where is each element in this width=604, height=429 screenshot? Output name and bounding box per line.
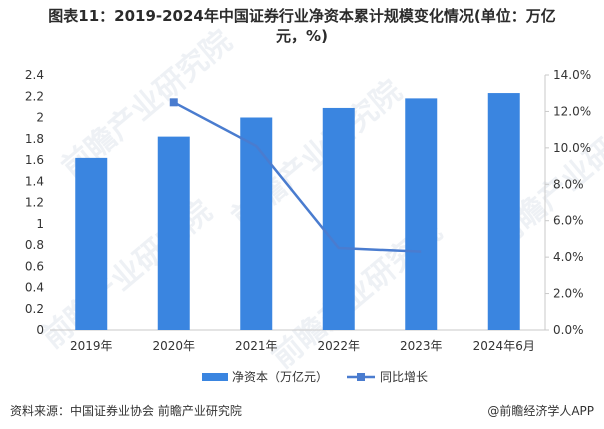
left-tick-label: 1.2 xyxy=(25,196,44,210)
title-line-1: 图表11：2019-2024年中国证券行业净资本累计规模变化情况(单位：万亿 xyxy=(48,7,556,25)
left-tick-label: 0.6 xyxy=(25,259,44,273)
x-tick-label: 2024年6月 xyxy=(473,339,535,353)
brand-text: @前瞻经济学人APP xyxy=(487,404,594,418)
left-tick-label: 0.2 xyxy=(25,302,44,316)
chart-title: 图表11：2019-2024年中国证券行业净资本累计规模变化情况(单位：万亿 元… xyxy=(0,6,604,46)
left-tick-label: 1.6 xyxy=(25,153,44,167)
bar xyxy=(322,107,355,330)
source-text: 资料来源：中国证券业协会 前瞻产业研究院 xyxy=(10,404,242,418)
brand: @前瞻经济学人APP xyxy=(487,402,594,419)
x-tick-label: 2021年 xyxy=(235,339,278,353)
right-tick-label: 10.0% xyxy=(553,141,591,155)
right-tick-label: 14.0% xyxy=(553,68,591,82)
bar xyxy=(240,117,273,330)
bar xyxy=(487,93,520,330)
legend-line-marker xyxy=(357,373,365,381)
bar xyxy=(75,157,108,330)
legend-bar-swatch xyxy=(202,373,228,381)
left-tick-label: 2.4 xyxy=(25,68,44,82)
legend-line-label: 同比增长 xyxy=(380,370,428,384)
growth-line xyxy=(173,101,422,253)
right-tick-label: 0.0% xyxy=(553,323,584,337)
growth-marker xyxy=(169,98,178,107)
x-tick-label: 2019年 xyxy=(70,339,113,353)
footer: 资料来源：中国证券业协会 前瞻产业研究院 @前瞻经济学人APP xyxy=(10,402,594,419)
title-line-2: 元，%) xyxy=(276,27,328,45)
left-tick-label: 0.8 xyxy=(25,238,44,252)
right-tick-label: 8.0% xyxy=(553,177,584,191)
x-tick-label: 2022年 xyxy=(317,339,360,353)
bar xyxy=(157,136,190,330)
left-tick-label: 2 xyxy=(36,111,44,125)
right-tick-label: 12.0% xyxy=(553,104,591,118)
left-tick-label: 2.2 xyxy=(25,89,44,103)
right-tick-label: 6.0% xyxy=(553,214,584,228)
right-tick-label: 4.0% xyxy=(553,250,584,264)
bar xyxy=(405,98,438,330)
legend-bar-label: 净资本（万亿元） xyxy=(232,369,328,384)
x-tick-label: 2020年 xyxy=(152,339,195,353)
left-tick-label: 1.8 xyxy=(25,132,44,146)
left-tick-label: 1.4 xyxy=(25,174,44,188)
left-tick-label: 1 xyxy=(36,217,44,231)
left-tick-label: 0 xyxy=(36,323,44,337)
x-tick-label: 2023年 xyxy=(400,339,443,353)
right-tick-label: 2.0% xyxy=(553,287,584,301)
left-tick-label: 0.4 xyxy=(25,281,44,295)
